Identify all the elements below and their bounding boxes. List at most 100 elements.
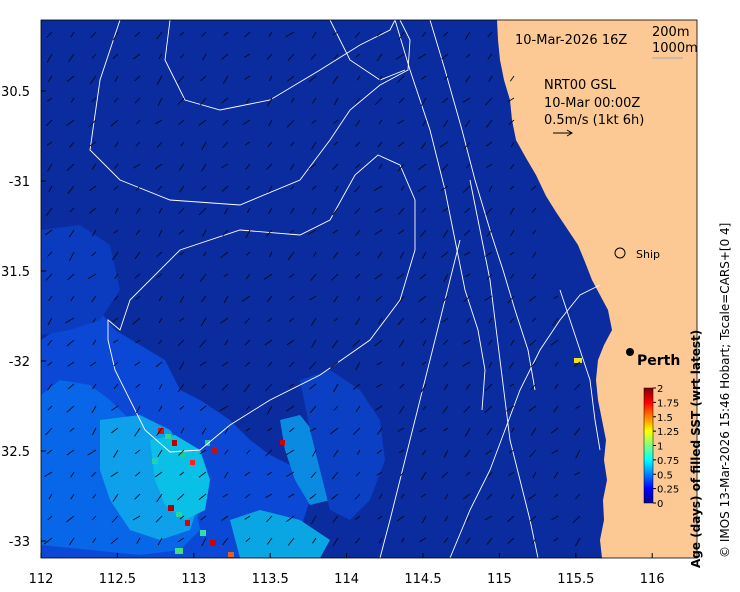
current-vector (442, 405, 449, 414)
current-vector (484, 295, 493, 301)
current-scale: 0.5m/s (1kt 6h) (544, 113, 644, 128)
current-vector (330, 427, 339, 435)
x-tick-label: 113 (181, 572, 206, 587)
current-vector (157, 537, 163, 546)
current-vector (267, 361, 273, 367)
current-vector (220, 251, 229, 259)
current-vector (157, 449, 163, 457)
current-vector (421, 251, 427, 260)
current-vector (89, 361, 97, 367)
current-vector (135, 383, 141, 389)
current-vector (312, 537, 317, 544)
current-vector (376, 471, 383, 476)
current-vector (422, 405, 427, 411)
current-vector (574, 493, 581, 500)
current-vector (69, 537, 75, 546)
current-vector (398, 207, 405, 215)
current-vector (177, 383, 185, 393)
current-vector (92, 383, 97, 390)
current-vector (355, 229, 361, 236)
current-vector (200, 515, 207, 521)
current-vector (244, 515, 251, 520)
current-vector (245, 427, 251, 432)
current-vector (179, 317, 185, 322)
current-vector (114, 163, 119, 169)
current-vector (289, 229, 295, 234)
current-vector (113, 361, 119, 367)
current-vector (221, 97, 229, 104)
colorbar-label: 0.5 (657, 470, 673, 481)
current-vector (312, 97, 317, 104)
current-vector (219, 405, 229, 412)
current-vector (333, 119, 339, 125)
current-vector (531, 207, 537, 213)
current-vector (330, 493, 339, 500)
current-vector (245, 163, 251, 170)
current-vector (420, 141, 427, 149)
current-vector (198, 119, 207, 126)
current-vector (397, 427, 405, 432)
current-vector (443, 119, 449, 128)
current-vector (287, 251, 295, 261)
current-vector (179, 295, 185, 304)
current-vector (67, 361, 75, 367)
current-vector (374, 97, 383, 106)
current-vector (179, 361, 185, 370)
current-vector (91, 251, 97, 257)
current-vector (47, 383, 53, 391)
current-vector (246, 405, 251, 411)
current-vector (463, 493, 471, 500)
current-vector (199, 339, 207, 348)
current-vector (532, 251, 537, 258)
current-vector (419, 537, 427, 543)
current-vector (112, 317, 119, 323)
current-vector (70, 31, 75, 38)
current-vector (333, 317, 339, 322)
y-tick-label: 30.5 (1, 85, 30, 100)
current-vector (221, 383, 229, 391)
current-vector (309, 493, 317, 500)
current-vector (47, 163, 53, 172)
current-vector (286, 405, 295, 412)
city-dot-icon (626, 348, 634, 356)
current-vector (311, 31, 317, 39)
current-vector (441, 251, 449, 258)
current-vector (354, 273, 361, 279)
current-vector (529, 449, 537, 458)
current-vector (421, 207, 427, 213)
current-vector (90, 31, 97, 38)
current-vector (466, 317, 471, 323)
current-vector (312, 207, 317, 215)
current-vector (112, 251, 119, 261)
current-source: NRT00 GSL (544, 78, 617, 93)
current-vector (422, 339, 427, 347)
current-vector (332, 229, 339, 234)
current-vector (288, 361, 295, 368)
current-vector (92, 317, 97, 323)
current-vector (310, 273, 317, 281)
current-vector (47, 251, 53, 257)
current-vector (91, 427, 97, 436)
current-vector (158, 53, 163, 60)
current-vector (158, 295, 163, 302)
current-vector (114, 207, 119, 214)
current-vector (352, 339, 361, 347)
current-vector (550, 339, 559, 346)
current-vector (43, 537, 53, 545)
current-vector (179, 515, 185, 520)
current-vector (244, 339, 251, 346)
current-vector (442, 339, 449, 345)
current-vector (485, 449, 493, 455)
current-vector (356, 295, 361, 302)
current-vector (245, 361, 251, 367)
current-vector (484, 383, 493, 392)
current-vector (135, 295, 141, 301)
current-vector (399, 383, 405, 389)
current-vector (440, 185, 449, 192)
current-vector (47, 515, 53, 521)
current-vector (158, 317, 163, 324)
current-vector (532, 471, 537, 479)
current-vector (330, 361, 339, 369)
current-vector (378, 163, 383, 170)
current-vector (92, 537, 97, 543)
